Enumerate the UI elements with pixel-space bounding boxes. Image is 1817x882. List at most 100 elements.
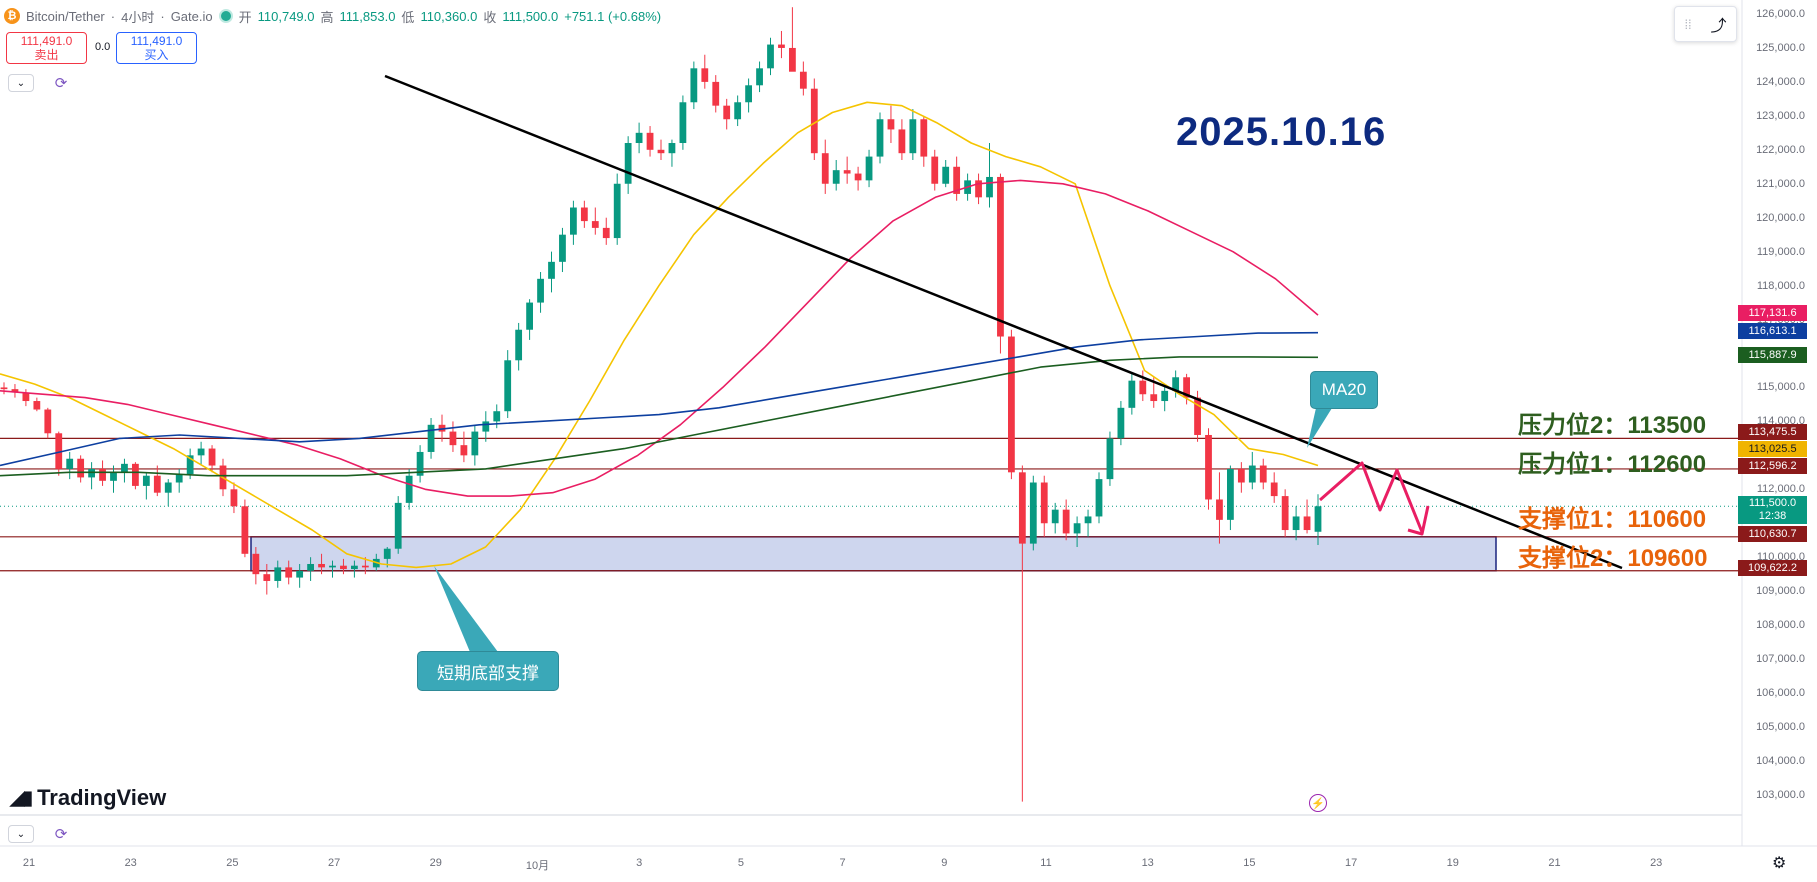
candle[interactable] (657, 139, 665, 160)
candle[interactable] (723, 98, 731, 130)
flash-icon[interactable]: ⚡ (1309, 794, 1327, 812)
candle[interactable] (449, 421, 457, 452)
bottom-support-callout[interactable]: 短期底部支撑 (417, 651, 559, 691)
candle[interactable] (1117, 401, 1125, 446)
candle[interactable] (1227, 465, 1234, 531)
candle[interactable] (394, 496, 402, 554)
candle[interactable] (1259, 458, 1267, 490)
collapse-bottom-button[interactable]: ⌄ (8, 825, 34, 843)
candle[interactable] (1095, 472, 1103, 524)
candle[interactable] (274, 560, 282, 588)
candle[interactable] (285, 560, 293, 585)
candle[interactable] (77, 455, 85, 483)
candle[interactable] (821, 139, 829, 194)
candle[interactable] (197, 441, 205, 466)
sell-button[interactable]: 111,491.0 卖出 (6, 32, 87, 64)
candle[interactable] (340, 558, 347, 575)
candle[interactable] (66, 451, 74, 480)
candle[interactable] (1008, 329, 1015, 480)
candle[interactable] (142, 472, 150, 500)
candle[interactable] (329, 560, 336, 578)
drag-handle-icon[interactable]: ⁞⁞ (1684, 16, 1692, 32)
candle[interactable] (153, 465, 161, 497)
candle[interactable] (427, 418, 435, 459)
candle[interactable] (110, 465, 117, 493)
gear-icon[interactable]: ⚙ (1772, 855, 1787, 872)
candle[interactable] (1303, 499, 1311, 534)
trend-arrow-icon[interactable]: ⤴ (1710, 18, 1727, 35)
candle[interactable] (1040, 475, 1048, 537)
collapse-indicators-button[interactable]: ⌄ (8, 74, 34, 92)
candle[interactable] (241, 499, 249, 558)
candle[interactable] (1161, 384, 1169, 412)
candle[interactable] (1172, 370, 1180, 398)
candle[interactable] (515, 322, 523, 371)
forecast-path[interactable] (1319, 461, 1424, 533)
candle[interactable] (55, 431, 63, 476)
candle[interactable] (559, 227, 566, 273)
candle[interactable] (635, 122, 643, 154)
candle[interactable] (318, 553, 325, 575)
buy-button[interactable]: 111,491.0 买入 (116, 32, 197, 64)
candle[interactable] (230, 482, 238, 514)
candle[interactable] (1314, 494, 1322, 545)
candle[interactable] (1029, 475, 1037, 551)
candle[interactable] (1205, 428, 1212, 510)
candle[interactable] (865, 149, 873, 188)
candle[interactable] (799, 61, 807, 96)
candle[interactable] (1248, 451, 1256, 490)
candle[interactable] (504, 350, 512, 419)
candle[interactable] (537, 272, 544, 313)
candle[interactable] (602, 217, 610, 245)
candle[interactable] (351, 560, 358, 578)
candle[interactable] (646, 126, 654, 157)
candle[interactable] (986, 143, 993, 208)
candle[interactable] (1281, 489, 1289, 537)
candle[interactable] (252, 547, 260, 585)
candle[interactable] (942, 159, 950, 188)
candle[interactable] (679, 95, 687, 150)
moving-average-line[interactable] (0, 331, 1319, 467)
refresh-icon[interactable]: ⟳ (54, 826, 68, 843)
candle[interactable] (953, 156, 961, 201)
candle[interactable] (1051, 502, 1059, 534)
support-zone[interactable] (250, 536, 1497, 572)
candle[interactable] (975, 173, 982, 205)
moving-average-line[interactable] (0, 356, 1319, 477)
symbol-header[interactable]: ₿ Bitcoin/Tether · 4小时 · Gate.io 开 110,74… (4, 4, 661, 28)
refresh-icon[interactable]: ⟳ (54, 75, 68, 92)
candle[interactable] (690, 61, 698, 110)
candle[interactable] (471, 424, 479, 466)
candle[interactable] (416, 445, 424, 483)
candle[interactable] (22, 389, 30, 407)
candle[interactable] (296, 563, 304, 588)
candle[interactable] (832, 159, 840, 191)
symbol-name[interactable]: Bitcoin/Tether (26, 8, 105, 24)
candle[interactable] (263, 563, 271, 595)
candle[interactable] (843, 156, 851, 184)
candle[interactable] (712, 75, 720, 113)
candle[interactable] (1018, 465, 1026, 802)
candle[interactable] (1139, 370, 1147, 402)
candle[interactable] (745, 78, 752, 113)
candle[interactable] (1270, 472, 1278, 503)
candle[interactable] (121, 458, 128, 483)
candle[interactable] (909, 109, 917, 160)
drawing-toolbar[interactable]: ⁞⁞ ⤴ (1674, 6, 1737, 42)
candle[interactable] (1128, 373, 1136, 415)
candle[interactable] (997, 173, 1004, 354)
candle[interactable] (931, 149, 939, 191)
descending-trendline[interactable] (384, 74, 1623, 570)
candle[interactable] (668, 139, 676, 167)
candle[interactable] (33, 397, 41, 412)
candle[interactable] (460, 431, 468, 463)
candle[interactable] (580, 200, 588, 228)
moving-average-line[interactable] (0, 101, 1319, 569)
candle[interactable] (1084, 509, 1092, 537)
interval[interactable]: 4小时 (121, 9, 155, 25)
candle[interactable] (920, 115, 928, 167)
candle[interactable] (767, 37, 774, 76)
candle[interactable] (548, 251, 555, 293)
candle[interactable] (887, 105, 895, 144)
candle[interactable] (164, 479, 172, 507)
